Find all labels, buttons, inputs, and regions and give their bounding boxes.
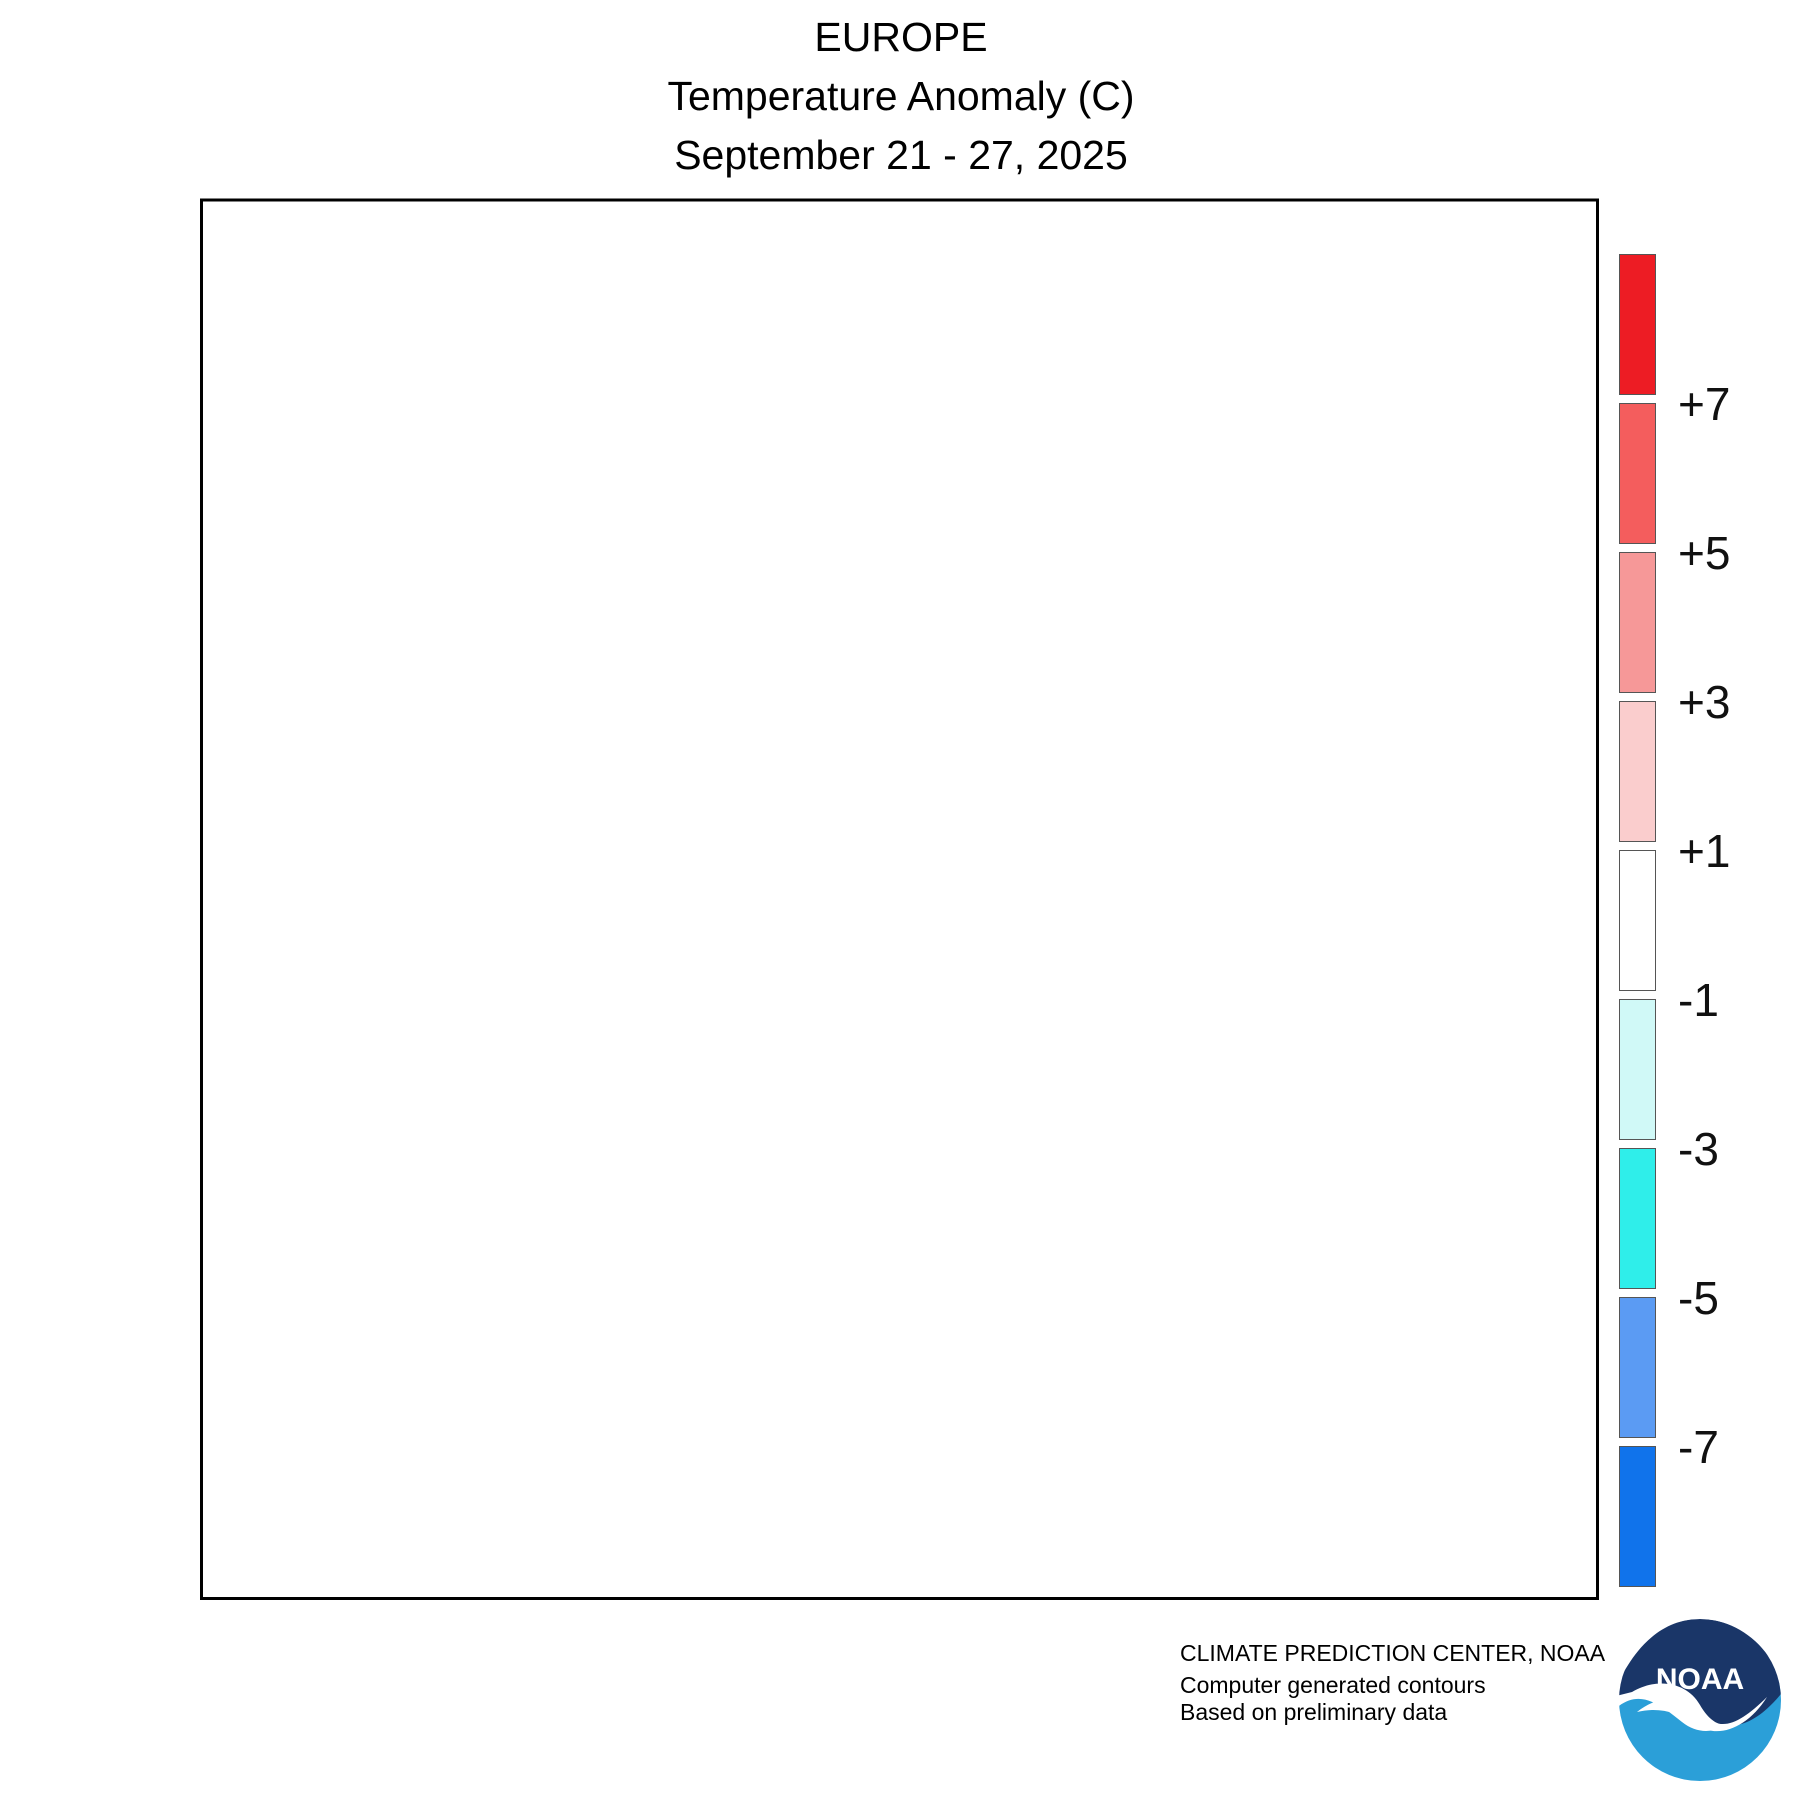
svg-text:NOAA: NOAA bbox=[1656, 1663, 1744, 1696]
